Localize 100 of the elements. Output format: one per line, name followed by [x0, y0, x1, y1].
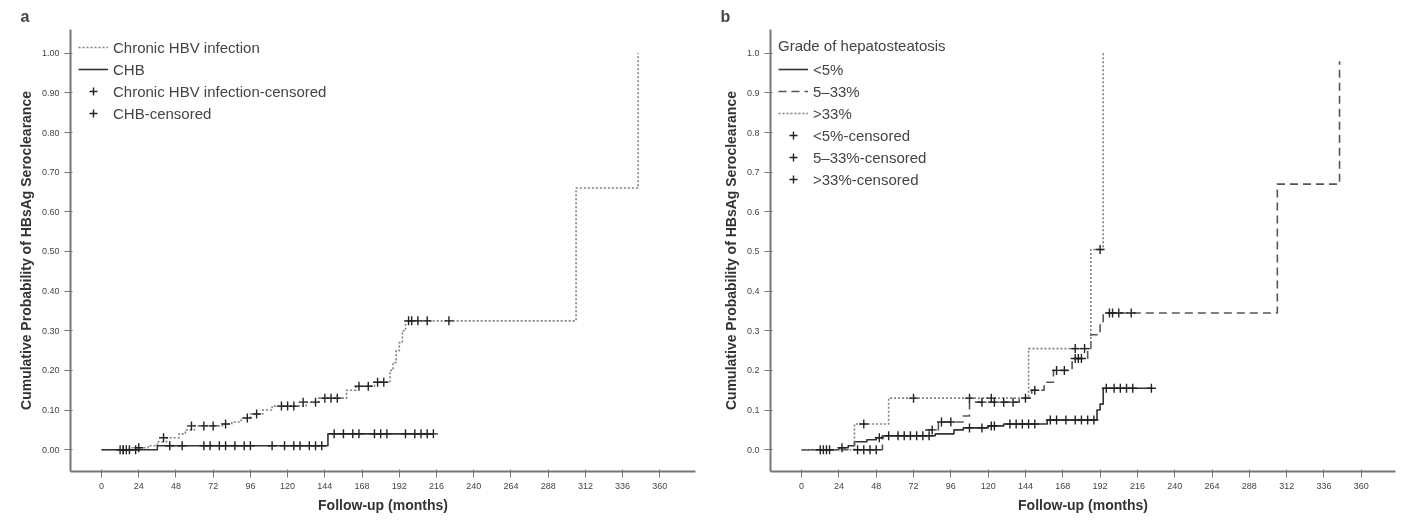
x-tick-label: 144 — [1017, 480, 1033, 491]
y-tick-label: 1.00 — [41, 48, 60, 59]
x-tick-label: 24 — [833, 480, 844, 491]
legend-label: CHB-censored — [113, 104, 212, 122]
point — [338, 428, 349, 440]
point — [1113, 307, 1124, 319]
point — [198, 420, 210, 432]
y-tick-label: 0.90 — [41, 87, 60, 98]
y-tick-label: 0.6 — [746, 206, 760, 217]
x-tick-label: 312 — [577, 480, 593, 491]
x-tick-label: 120 — [980, 480, 996, 491]
x-tick-label: 288 — [540, 480, 556, 491]
x-tick-label: 72 — [908, 480, 919, 491]
y-tick-label: 0.50 — [41, 246, 60, 257]
y-tick-label: 0.4 — [746, 286, 760, 297]
y-tick-label: 0.70 — [41, 167, 60, 178]
y-tick-label: 0.60 — [41, 206, 60, 217]
y-tick-label: 0.3 — [746, 325, 760, 336]
y-tick-label: 0.30 — [41, 325, 60, 336]
point — [1088, 414, 1100, 426]
point — [986, 392, 997, 404]
point — [400, 428, 411, 440]
point — [1051, 414, 1062, 426]
legend-label: <5%-censored — [813, 126, 911, 144]
y-tick-label: 1.0 — [746, 48, 760, 59]
x-tick-label: 216 — [429, 480, 445, 491]
y-tick-label: 0.40 — [41, 286, 60, 297]
point — [220, 418, 231, 430]
x-tick-label: 216 — [1129, 480, 1145, 491]
x-tick-label: 336 — [615, 480, 631, 491]
point — [836, 442, 848, 453]
legend-label: Chronic HBV infection-censored — [113, 82, 327, 100]
point — [412, 315, 424, 327]
point — [964, 422, 975, 434]
point — [1029, 385, 1040, 396]
point — [874, 432, 885, 443]
x-tick-label: 168 — [1055, 480, 1071, 491]
y-tick-label: 0.00 — [41, 444, 60, 455]
point — [294, 440, 306, 451]
x-axis-title: Follow-up (months) — [318, 496, 448, 513]
x-tick-label: 168 — [354, 480, 370, 491]
x-tick-label: 240 — [466, 480, 482, 491]
x-tick-label: 96 — [245, 480, 256, 491]
point — [310, 396, 321, 408]
point — [1020, 392, 1031, 404]
x-tick-label: 48 — [871, 480, 882, 491]
point — [176, 440, 188, 451]
y-tick-label: 0.10 — [41, 405, 60, 416]
x-tick-label: 24 — [133, 480, 144, 491]
text: b — [720, 7, 731, 25]
x-tick-label: 264 — [503, 480, 519, 491]
y-tick-label: 0.2 — [746, 365, 760, 376]
point — [945, 416, 957, 428]
point — [883, 430, 894, 442]
point — [251, 408, 262, 420]
point — [1126, 307, 1137, 319]
point — [204, 440, 216, 451]
point — [1029, 418, 1040, 430]
legend-title: Grade of hepatosteatosis — [778, 37, 946, 54]
point — [288, 400, 300, 412]
x-tick-label: 0 — [99, 480, 105, 491]
point — [207, 420, 219, 432]
legend-label: 5–33% — [813, 82, 860, 100]
point — [1060, 414, 1072, 426]
x-tick-label: 120 — [280, 480, 296, 491]
legend-label: <5% — [813, 60, 844, 78]
point — [964, 392, 975, 404]
y-axis-title: Cumulative Probability of HBsAg Seroclearance — [722, 90, 739, 410]
y-tick-label: 0.9 — [746, 87, 760, 98]
y-tick-label: 0.80 — [41, 127, 60, 138]
point — [353, 381, 365, 392]
point — [443, 315, 455, 327]
y-tick-label: 0.7 — [746, 167, 760, 178]
x-tick-label: 360 — [1353, 480, 1369, 491]
point — [229, 440, 241, 451]
point — [158, 432, 169, 443]
y-tick-label: 0.0 — [746, 444, 760, 455]
point — [976, 396, 988, 408]
text: a — [20, 7, 30, 25]
x-tick-label: 240 — [1167, 480, 1183, 491]
y-tick-label: 0.20 — [41, 365, 60, 376]
legend-label: CHB — [113, 60, 145, 78]
point — [353, 428, 365, 440]
x-tick-label: 96 — [945, 480, 956, 491]
x-tick-label: 264 — [1204, 480, 1220, 491]
x-tick-label: 192 — [1092, 480, 1108, 491]
point — [428, 428, 439, 440]
x-tick-label: 312 — [1279, 480, 1295, 491]
point — [297, 396, 309, 408]
x-axis-title: Follow-up (months) — [1018, 496, 1148, 513]
point — [936, 416, 947, 428]
point — [976, 422, 988, 434]
point — [186, 420, 197, 432]
point — [332, 392, 343, 404]
x-tick-label: 360 — [652, 480, 668, 491]
point — [908, 392, 919, 404]
y-tick-label: 0.1 — [746, 405, 760, 416]
y-tick-label: 0.8 — [746, 127, 760, 138]
legend-label: Chronic HBV infection — [113, 38, 260, 56]
x-tick-label: 72 — [208, 480, 219, 491]
